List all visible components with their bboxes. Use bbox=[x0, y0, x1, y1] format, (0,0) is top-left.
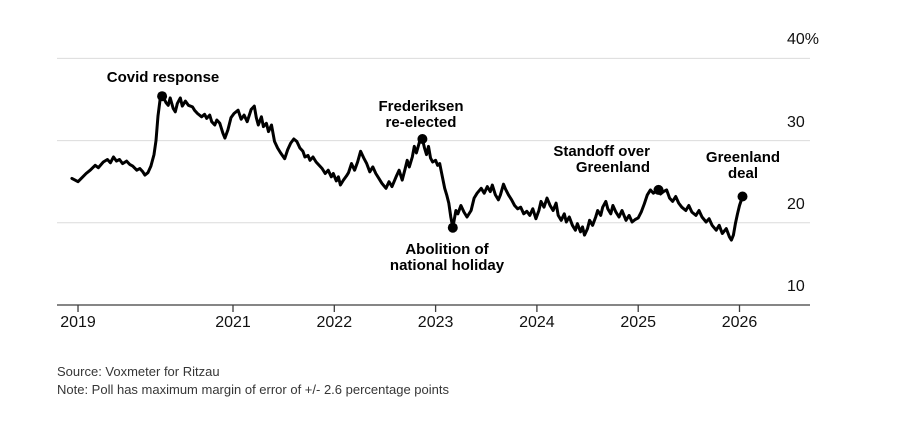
x-axis-label-2026: 2026 bbox=[721, 314, 758, 331]
event-dot-frederiksen-re-elected bbox=[417, 134, 428, 144]
y-axis-label-20: 20 bbox=[787, 195, 805, 213]
annotation-abolition-national-holiday: Abolition of national holiday bbox=[390, 242, 504, 274]
y-axis-label-30: 30 bbox=[787, 113, 805, 131]
x-axis-label-2021: 2021 bbox=[215, 314, 251, 331]
grid-layer bbox=[57, 57, 810, 224]
annotation-line: Frederiksen bbox=[378, 98, 464, 115]
event-dot-covid-response bbox=[157, 91, 168, 102]
annotation-line: re-elected bbox=[385, 114, 457, 131]
annotation-line: Greenland bbox=[575, 159, 650, 176]
poll-line bbox=[70, 94, 744, 242]
annotation-line: Greenland bbox=[705, 149, 781, 166]
annotation-line: Standoff over bbox=[553, 143, 650, 160]
y-axis-label-40: 40% bbox=[787, 31, 820, 49]
x-axis-label-2025: 2025 bbox=[620, 314, 656, 331]
x-axis-label-2022: 2022 bbox=[316, 314, 353, 331]
annotation-covid-response: Covid response bbox=[107, 70, 220, 86]
event-dot-greenland-deal bbox=[737, 191, 748, 202]
x-axis-label-2024: 2024 bbox=[519, 314, 555, 331]
annotation-frederiksen-re-elected: Frederiksen re-elected bbox=[378, 99, 463, 131]
annotation-standoff-over-greenland: Standoff over Greenland bbox=[553, 144, 650, 176]
event-markers bbox=[157, 91, 748, 233]
event-dot-standoff-over-greenland bbox=[653, 184, 664, 195]
annotation-line: Abolition of bbox=[405, 241, 489, 258]
chart-footer: Source: Voxmeter for Ritzau Note: Poll h… bbox=[57, 363, 449, 399]
event-dot-abolition-national-holiday bbox=[447, 222, 458, 233]
annotation-greenland-deal: Greenland deal bbox=[706, 150, 780, 182]
x-axis-label-2023: 2023 bbox=[417, 314, 454, 331]
note-line: Note: Poll has maximum margin of error o… bbox=[57, 382, 449, 397]
source-line: Source: Voxmeter for Ritzau bbox=[57, 364, 220, 379]
y-axis-label-10: 10 bbox=[787, 278, 805, 295]
x-axis-label-2019: 2019 bbox=[60, 314, 96, 331]
x-axis bbox=[57, 304, 810, 312]
annotation-line: Covid response bbox=[106, 69, 220, 86]
annotation-line: deal bbox=[727, 165, 758, 182]
annotation-line: national holiday bbox=[389, 257, 505, 274]
poll-line-series bbox=[70, 94, 744, 242]
